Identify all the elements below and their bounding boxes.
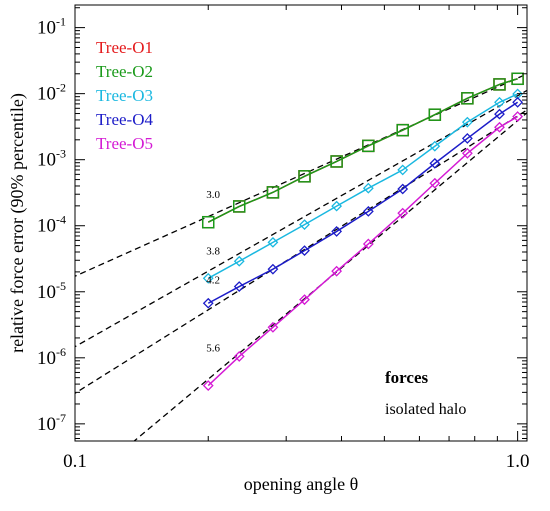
y-tick-label-2: 10-6 [37,345,66,369]
tree-o5-point-1 [202,380,214,391]
tree-o4-point-4 [299,245,310,257]
tree-o4-point-9 [461,132,473,144]
tree-o5-point-8 [429,177,441,189]
tree-o5-point-9 [461,147,473,159]
tree-o4-point-6 [362,205,374,217]
tree-o4-point-1 [202,297,214,309]
tree-o3-point-2 [233,255,245,267]
ref-lines [75,73,527,441]
tree-o5-point-10 [494,121,505,133]
tree-o3-point-9 [461,116,473,128]
slope-label-3.8: 3.8 [206,245,220,257]
y-tick-label-3: 10-5 [37,279,66,303]
y-axis-title: relative force error (90% percentile) [7,93,28,353]
reference-line-1 [75,73,527,277]
tree-o4-point-5 [331,226,343,237]
tree-o3-point-3 [267,236,279,248]
x-axis-title: opening angle θ [244,474,359,494]
reference-line-2 [75,89,527,348]
tree-o5-point-11 [512,111,524,122]
tree-o4-point-8 [429,157,441,169]
tree-o4-point-7 [397,183,409,195]
plot-frame [74,4,528,442]
tree-o3-line [207,93,518,279]
tree-o2-point-4 [298,170,311,183]
annotation-forces: forces [385,368,428,387]
reference-line-4 [133,112,527,441]
series-layer [201,72,524,391]
tree-o4-point-10 [494,108,505,120]
y-tick-label-7: 10-1 [37,15,66,39]
tree-o3-point-6 [362,182,374,194]
legend-entry-tree-o5: Tree-O5 [96,134,153,153]
legend-entry-tree-o3: Tree-O3 [96,86,153,105]
series-tree-o2 [201,72,524,229]
slope-label-5.6: 5.6 [206,343,220,355]
y-tick-label-5: 10-3 [37,147,66,171]
tree-o2-point-10 [493,78,506,91]
series-tree-o4 [202,96,524,309]
tree-o5-line [207,115,519,387]
y-tick-label-6: 10-2 [37,81,66,105]
tree-o3-point-8 [429,140,441,152]
x-tick-label-2: 1.0 [506,451,530,472]
tree-o3-point-5 [331,200,343,212]
series-tree-o3 [202,88,524,284]
slope-label-4.2: 4.2 [206,274,220,286]
tree-o5-point-7 [397,207,409,219]
tree-o2-point-6 [362,139,375,153]
slope-label-3.0: 3.0 [206,189,220,201]
y-tick-label-1: 10-7 [37,411,66,435]
tick-labels: 10-7 10-6 10-5 10-4 10-3 10-2 10-1 0.1 1.0 [37,15,529,472]
tree-o2-point-9 [461,92,474,105]
legend-entry-tree-o2: Tree-O2 [96,62,153,81]
ticks [74,5,527,441]
tree-o3-point-10 [494,96,505,108]
tree-o5-point-6 [362,238,374,250]
tree-o2-point-5 [330,155,343,168]
series-tree-o5 [202,111,524,391]
tree-o4-point-11 [512,96,524,108]
tree-o2-point-11 [511,72,524,86]
tree-o2-point-3 [266,186,280,199]
tree-o2-point-2 [232,200,246,213]
legend-entry-tree-o1: Tree-O1 [96,38,153,57]
x-tick-label-1: 0.1 [63,451,87,472]
tree-o5-point-4 [299,294,310,306]
tree-o3-point-1 [202,272,214,284]
tree-o2-point-8 [428,108,442,121]
slope-labels: 3.0 3.8 4.2 5.6 [206,189,220,354]
tree-o2-point-1 [201,215,215,229]
annotation-isolated-halo: isolated halo [385,401,466,418]
tree-o2-line [207,78,518,223]
tree-o3-point-4 [299,219,310,231]
tree-o2-point-7 [396,123,409,137]
tree-o5-point-2 [233,350,245,362]
tree-o4-line [207,101,519,304]
tree-o5-point-3 [267,321,279,333]
legend: Tree-O1 Tree-O2 Tree-O3 Tree-O4 Tree-O5 [96,38,153,153]
y-tick-label-4: 10-4 [37,213,66,237]
tree-o3-point-7 [397,164,409,176]
tree-o4-point-3 [267,263,279,275]
tree-o4-point-2 [233,281,245,292]
tree-o5-point-5 [331,265,343,277]
legend-entry-tree-o4: Tree-O4 [96,110,153,129]
